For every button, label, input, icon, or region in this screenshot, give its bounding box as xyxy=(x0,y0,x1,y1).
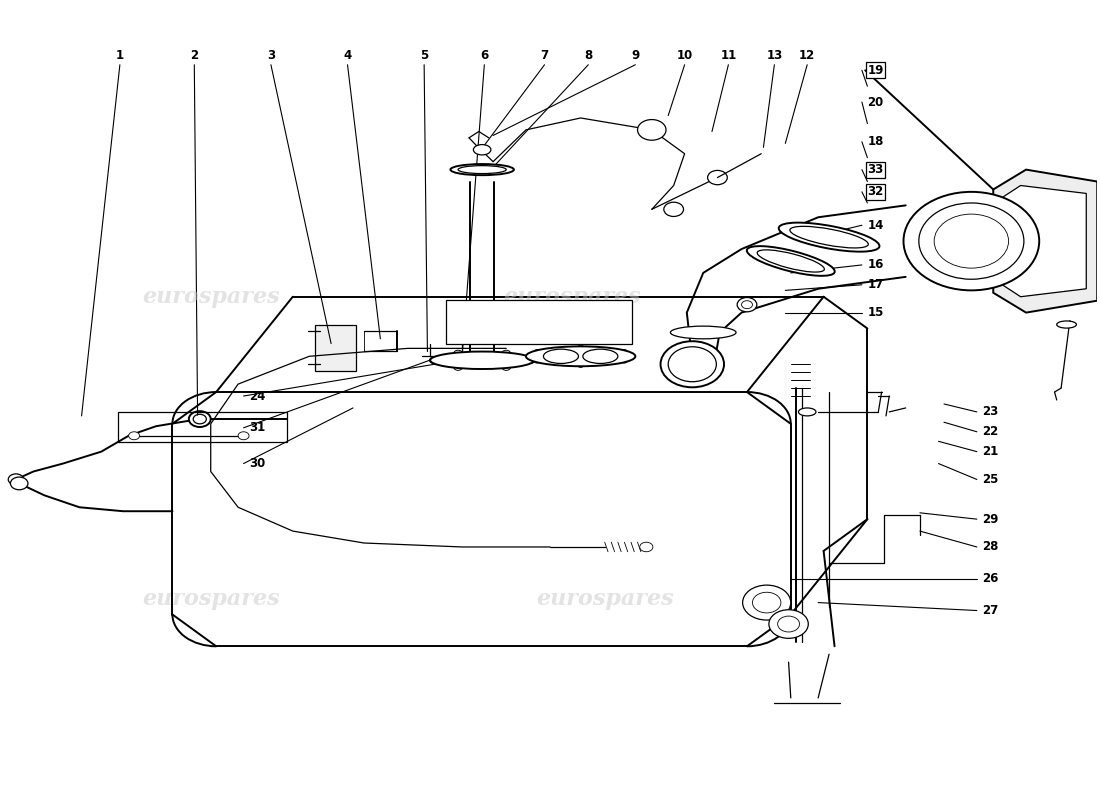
Circle shape xyxy=(741,301,752,309)
Circle shape xyxy=(903,192,1040,290)
Ellipse shape xyxy=(799,408,816,416)
Polygon shape xyxy=(999,186,1087,297)
Circle shape xyxy=(502,364,510,370)
Text: 30: 30 xyxy=(249,457,265,470)
Circle shape xyxy=(918,203,1024,279)
Polygon shape xyxy=(993,170,1097,313)
Circle shape xyxy=(638,119,666,140)
Circle shape xyxy=(194,414,207,424)
Circle shape xyxy=(769,610,808,638)
Circle shape xyxy=(430,357,439,363)
Ellipse shape xyxy=(450,164,514,175)
Ellipse shape xyxy=(757,250,824,272)
Text: 25: 25 xyxy=(982,473,999,486)
Ellipse shape xyxy=(473,145,491,155)
Circle shape xyxy=(9,474,23,485)
Circle shape xyxy=(453,364,462,370)
Text: eurospares: eurospares xyxy=(503,286,640,308)
Text: 28: 28 xyxy=(982,541,999,554)
Ellipse shape xyxy=(670,326,736,339)
Ellipse shape xyxy=(543,349,579,363)
Text: eurospares: eurospares xyxy=(142,286,279,308)
Bar xyxy=(446,300,632,344)
Ellipse shape xyxy=(668,346,716,382)
Text: 7: 7 xyxy=(540,50,549,62)
Text: 2: 2 xyxy=(190,50,198,62)
Text: 8: 8 xyxy=(584,50,593,62)
Circle shape xyxy=(578,345,584,350)
Circle shape xyxy=(453,350,462,357)
Text: 10: 10 xyxy=(676,50,693,62)
Text: 1: 1 xyxy=(116,50,124,62)
Text: 26: 26 xyxy=(982,572,999,586)
Text: 3: 3 xyxy=(267,50,275,62)
Ellipse shape xyxy=(1057,321,1077,328)
Text: 6: 6 xyxy=(481,50,488,62)
Text: 23: 23 xyxy=(982,406,999,418)
Circle shape xyxy=(934,214,1009,268)
Text: 11: 11 xyxy=(720,50,737,62)
Circle shape xyxy=(10,477,28,490)
Circle shape xyxy=(502,350,510,357)
Text: 31: 31 xyxy=(249,422,265,434)
Ellipse shape xyxy=(790,226,868,248)
Text: 14: 14 xyxy=(868,218,883,232)
Bar xyxy=(118,412,287,442)
Text: 9: 9 xyxy=(631,50,639,62)
Text: 21: 21 xyxy=(982,445,999,458)
Circle shape xyxy=(621,350,627,354)
Ellipse shape xyxy=(430,351,535,369)
Circle shape xyxy=(534,350,540,354)
Circle shape xyxy=(189,411,211,427)
Text: 15: 15 xyxy=(868,306,883,319)
Text: 16: 16 xyxy=(868,258,883,271)
Text: 19: 19 xyxy=(868,64,883,77)
Text: 24: 24 xyxy=(249,390,265,402)
Circle shape xyxy=(640,542,653,552)
Text: 29: 29 xyxy=(982,513,999,526)
Circle shape xyxy=(534,358,540,363)
Text: 5: 5 xyxy=(420,50,428,62)
Circle shape xyxy=(526,357,535,363)
Text: eurospares: eurospares xyxy=(142,588,279,610)
Circle shape xyxy=(621,358,627,363)
Circle shape xyxy=(707,170,727,185)
Text: 33: 33 xyxy=(868,163,883,176)
Text: 32: 32 xyxy=(868,186,883,198)
Text: eurospares: eurospares xyxy=(536,588,673,610)
Circle shape xyxy=(742,585,791,620)
Ellipse shape xyxy=(660,342,724,387)
Ellipse shape xyxy=(779,222,880,252)
Text: 27: 27 xyxy=(982,604,999,617)
Circle shape xyxy=(752,592,781,613)
Text: 4: 4 xyxy=(343,50,352,62)
Circle shape xyxy=(778,616,800,632)
Text: 17: 17 xyxy=(868,278,883,291)
Text: 18: 18 xyxy=(868,135,883,148)
Ellipse shape xyxy=(526,346,636,366)
Text: 12: 12 xyxy=(799,50,815,62)
Text: 13: 13 xyxy=(767,50,782,62)
Circle shape xyxy=(129,432,140,440)
Text: 22: 22 xyxy=(982,426,999,438)
Text: 20: 20 xyxy=(868,95,883,109)
Ellipse shape xyxy=(583,349,618,363)
Circle shape xyxy=(663,202,683,217)
Ellipse shape xyxy=(747,246,835,276)
Circle shape xyxy=(737,298,757,312)
Circle shape xyxy=(238,432,249,440)
Circle shape xyxy=(578,362,584,367)
Bar xyxy=(315,325,356,370)
